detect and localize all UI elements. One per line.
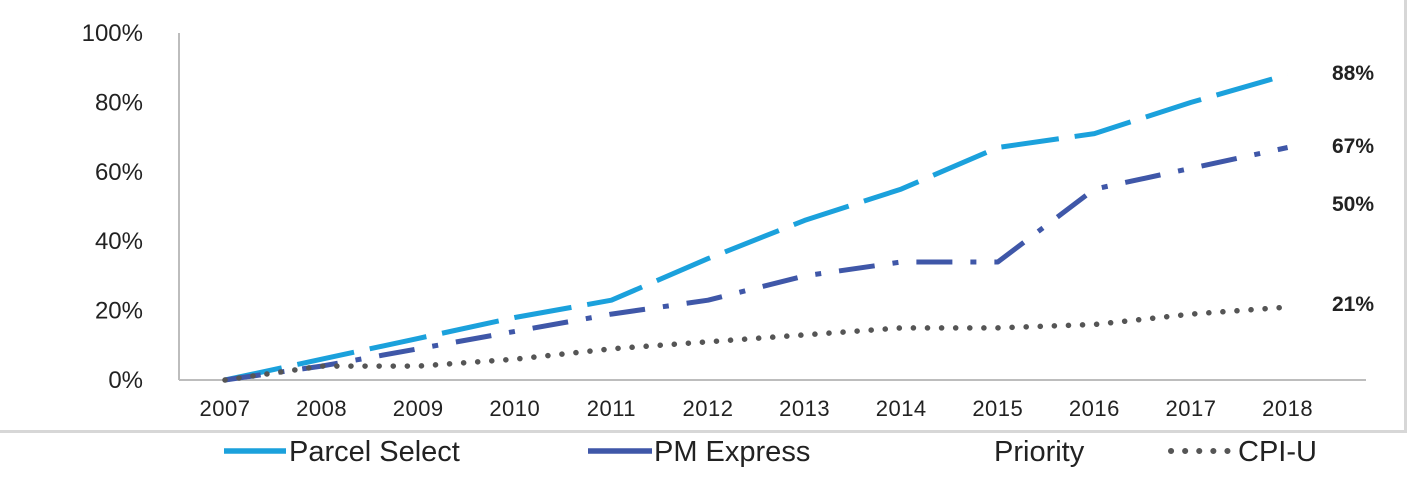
legend-label: CPI-U	[1238, 436, 1317, 468]
x-tick-label: 2018	[1262, 396, 1313, 421]
frame-bottom-border	[0, 430, 1407, 433]
legend: Parcel Select PM Express Priority CPI-U	[224, 436, 1317, 468]
end-value-label: 88%	[1332, 62, 1374, 85]
y-tick-label: 20%	[95, 298, 143, 325]
end-value-label: 50%	[1332, 193, 1374, 216]
series-line-pm-express	[224, 145, 1289, 383]
legend-label: Priority	[994, 436, 1085, 468]
end-value-label: 67%	[1332, 135, 1374, 158]
y-tick-label: 100%	[82, 20, 143, 47]
x-axis-ticks: 2007 2008 2009 2010 2011 2012 2013 2014 2015 2016…	[200, 396, 1313, 421]
x-tick-label: 2007	[200, 396, 251, 421]
x-tick-label: 2010	[489, 396, 540, 421]
x-tick-label: 2017	[1166, 396, 1217, 421]
x-tick-label: 2012	[683, 396, 734, 421]
series-line-parcel-select	[224, 72, 1289, 383]
x-tick-label: 2013	[779, 396, 830, 421]
x-tick-label: 2016	[1069, 396, 1120, 421]
legend-label: Parcel Select	[289, 436, 460, 468]
x-tick-label: 2011	[587, 396, 636, 421]
y-tick-label: 60%	[95, 159, 143, 186]
y-tick-label: 0%	[108, 367, 143, 394]
legend-label: PM Express	[654, 436, 810, 468]
chart-axes	[178, 33, 1366, 381]
series-lines	[222, 72, 1291, 383]
end-value-label: 21%	[1332, 293, 1374, 316]
x-tick-label: 2014	[876, 396, 927, 421]
x-tick-label: 2008	[296, 396, 347, 421]
x-tick-label: 2015	[972, 396, 1023, 421]
y-tick-label: 80%	[95, 89, 143, 116]
y-tick-label: 40%	[95, 228, 143, 255]
y-axis-ticks: 0% 20% 40% 60% 80% 100%	[82, 20, 143, 394]
end-labels: 88% 67% 50% 21%	[1332, 62, 1374, 316]
series-line-cpi-u	[222, 304, 1291, 383]
frame-right-border	[1404, 0, 1407, 432]
x-tick-label: 2009	[393, 396, 444, 421]
